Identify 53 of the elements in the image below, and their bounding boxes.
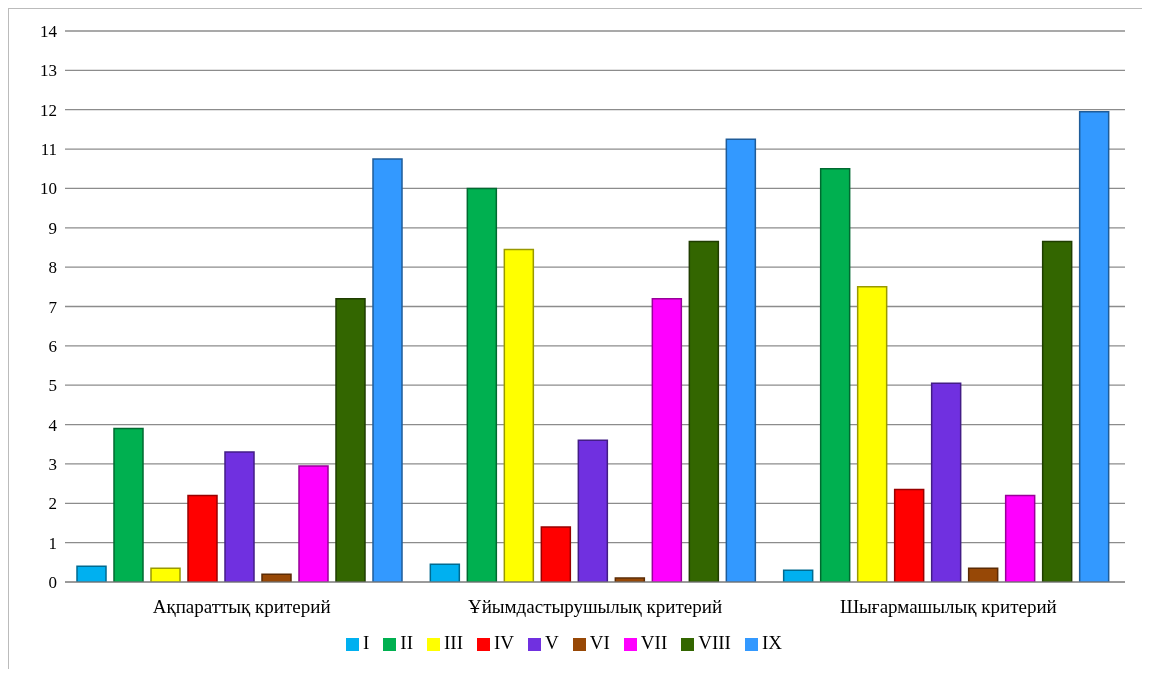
y-tick-label: 9	[48, 218, 57, 238]
bar	[540, 526, 572, 582]
bar	[1004, 494, 1036, 582]
y-tick-label: 14	[40, 22, 58, 42]
y-tick-label: 3	[48, 454, 57, 474]
legend-label: IX	[761, 632, 782, 653]
x-tick-label: Ұйымдастырушылық критерий	[467, 596, 723, 618]
bar	[187, 494, 218, 582]
bar	[335, 297, 366, 582]
bar	[819, 168, 851, 582]
legend-label: VII	[640, 632, 668, 653]
bar	[1041, 240, 1073, 582]
bar	[466, 187, 498, 582]
bar	[261, 573, 292, 582]
y-tick-label: 4	[48, 415, 58, 435]
y-tick-label: 10	[40, 179, 57, 199]
y-tick-label: 1	[48, 533, 57, 553]
y-tick-label: 6	[48, 336, 57, 356]
legend-label: V	[545, 632, 559, 653]
y-tick-label: 7	[48, 297, 58, 317]
bar	[967, 567, 999, 582]
bar	[725, 138, 757, 582]
bar	[150, 567, 181, 582]
bar	[651, 297, 683, 582]
bar	[577, 439, 609, 582]
bar	[503, 248, 535, 582]
x-tick-label: Шығармашылық критерий	[839, 596, 1057, 618]
y-tick-label: 12	[40, 100, 57, 120]
bar	[782, 569, 814, 582]
y-tick-label: 5	[48, 376, 57, 396]
legend-label: VIII	[698, 632, 731, 653]
legend-label: II	[400, 632, 413, 653]
bar	[856, 286, 888, 582]
y-tick-label: 13	[40, 61, 57, 81]
bar	[930, 382, 962, 582]
y-tick-label: 11	[40, 140, 57, 160]
legend-label: I	[363, 632, 370, 653]
y-tick-label: 0	[48, 573, 57, 593]
bar	[224, 451, 255, 582]
legend-label: IV	[493, 632, 515, 653]
y-tick-label: 8	[48, 258, 57, 278]
bar	[76, 565, 107, 582]
bar	[688, 240, 720, 582]
bar	[298, 465, 329, 582]
x-tick-label: Ақпараттық критерий	[152, 596, 331, 618]
bar	[429, 563, 461, 582]
bar	[113, 427, 144, 582]
bar	[893, 488, 925, 582]
bar	[1078, 110, 1110, 582]
legend-label: VI	[589, 632, 610, 653]
bar	[372, 158, 403, 582]
legend-label: III	[443, 632, 463, 653]
y-tick-label: 2	[48, 494, 57, 514]
